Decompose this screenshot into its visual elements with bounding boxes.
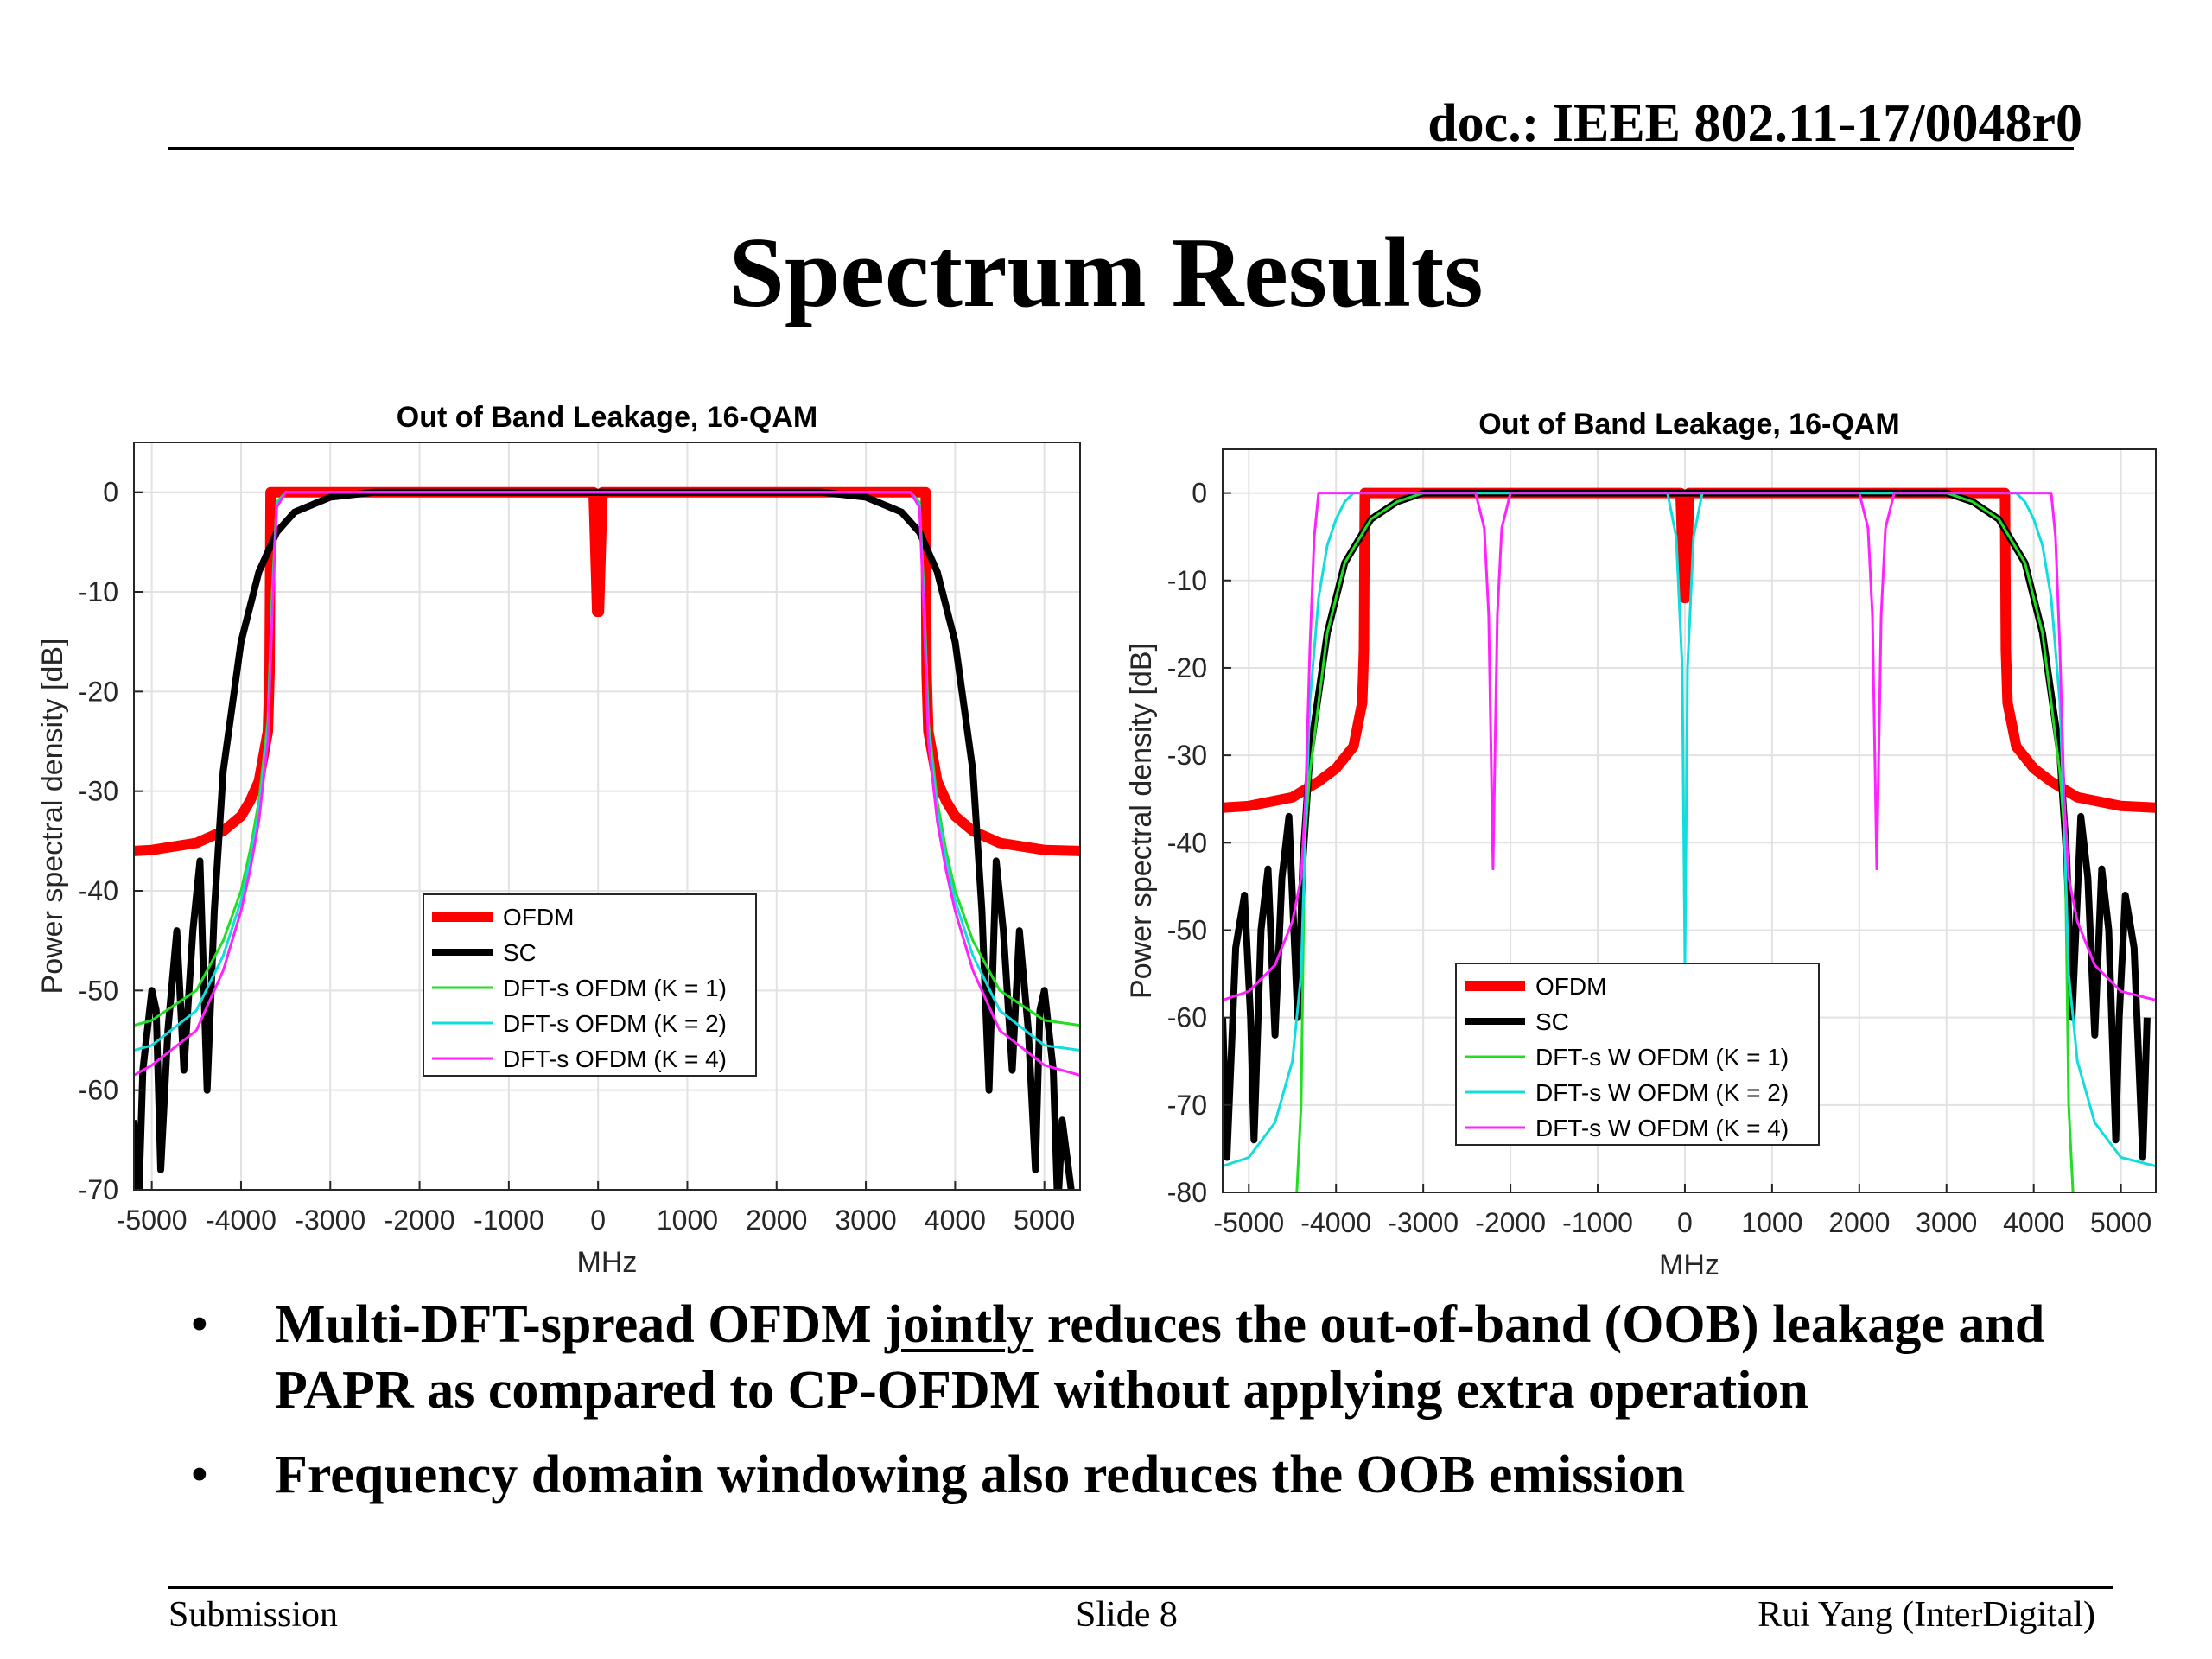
chart-left: -5000 -4000 -3000 -2000 -1000 0 1000 2000 3000 40…: [36, 401, 1081, 1279]
x-tick-label: 3000: [835, 1205, 896, 1236]
bullet-text-1b: reduces the out-of-band (OOB) leakage an…: [275, 1295, 2045, 1420]
x-tick-label: 0: [1677, 1207, 1693, 1238]
legend-label: DFT-s W OFDM (K = 1): [1535, 1044, 1789, 1071]
axes-box: [133, 442, 1081, 1191]
bullet-list: • Multi-DFT-spread OFDM jointly reduces …: [181, 1292, 2082, 1527]
x-tick-label: -3000: [1388, 1207, 1459, 1238]
legend-label: OFDM: [1535, 973, 1606, 1000]
bullet-dot: •: [190, 1446, 209, 1504]
y-tick-label: -20: [1167, 652, 1207, 683]
y-axis-label: Power spectral density [dB]: [36, 639, 69, 995]
y-tick-label: -80: [1167, 1177, 1207, 1208]
header-rule: [168, 147, 2074, 150]
x-tick-label: -1000: [1562, 1207, 1633, 1238]
y-tick-label: -50: [1167, 914, 1207, 945]
doc-id: doc.: IEEE 802.11-17/0048r0: [1427, 94, 2082, 153]
x-axis-label: MHz: [1659, 1249, 1719, 1281]
x-tick-label: -1000: [474, 1205, 544, 1236]
footer-rule: [168, 1586, 2113, 1589]
series-line-ofdm: [134, 486, 1080, 856]
bullet-item: • Frequency domain windowing also reduce…: [181, 1442, 2082, 1508]
legend-box: [1455, 963, 1820, 1146]
bullet-text-1a: Multi-DFT-spread OFDM: [275, 1295, 886, 1354]
x-tick-label: 5000: [2090, 1207, 2152, 1238]
footer-author: Rui Yang (InterDigital): [1758, 1595, 2095, 1635]
y-tick-label: -10: [79, 576, 118, 607]
x-tick-label: -3000: [295, 1205, 365, 1236]
legend-label: SC: [503, 939, 537, 966]
bullet-item: • Multi-DFT-spread OFDM jointly reduces …: [181, 1292, 2082, 1423]
footer-slide-number: Slide 8: [1076, 1595, 1178, 1635]
y-tick-label: 0: [1192, 478, 1207, 509]
x-tick-label: 1000: [1741, 1207, 1802, 1238]
legend-label: DFT-s W OFDM (K = 2): [1535, 1079, 1789, 1106]
y-tick-label: -70: [1167, 1090, 1207, 1121]
chart-title: Out of Band Leakage, 16-QAM: [397, 401, 817, 434]
y-axis-label: Power spectral density [dB]: [1125, 643, 1158, 999]
y-tick-label: -60: [1167, 1002, 1207, 1033]
footer-submission: Submission: [168, 1595, 339, 1635]
y-tick-label: -50: [79, 975, 118, 1006]
x-tick-label: 4000: [2003, 1207, 2064, 1238]
x-tick-label: 2000: [1828, 1207, 1890, 1238]
legend-label: DFT-s OFDM (K = 2): [503, 1010, 727, 1037]
chart-title: Out of Band Leakage, 16-QAM: [1478, 408, 1899, 441]
series-line-dft-s-ofdm-k-4: [134, 491, 1080, 1077]
legend-label: SC: [1535, 1008, 1569, 1035]
x-tick-label: -5000: [117, 1205, 188, 1236]
y-tick-label: -10: [1167, 565, 1207, 596]
legend-label: DFT-s W OFDM (K = 4): [1535, 1115, 1789, 1141]
legend-label: DFT-s OFDM (K = 1): [503, 975, 727, 1001]
x-tick-label: 5000: [1014, 1205, 1075, 1236]
bullet-text-2: Frequency domain windowing also reduces …: [275, 1446, 1686, 1504]
x-tick-label: 2000: [746, 1205, 807, 1236]
bullet-dot: •: [190, 1295, 209, 1354]
legend-box: [423, 893, 757, 1077]
y-tick-label: -40: [1167, 827, 1207, 858]
series-line-dft-s-w-ofdm-k-4: [1223, 492, 2156, 1001]
x-tick-label: -5000: [1213, 1207, 1284, 1238]
x-tick-label: 4000: [925, 1205, 986, 1236]
series-line-ofdm: [1223, 487, 2156, 813]
axes-box: [1222, 448, 2157, 1193]
series-group: [134, 486, 1080, 1190]
y-tick-label: -20: [79, 676, 118, 707]
y-tick-label: -40: [79, 875, 118, 906]
y-tick-label: -30: [1167, 740, 1207, 771]
x-tick-label: -4000: [1300, 1207, 1371, 1238]
x-axis-label: MHz: [577, 1246, 638, 1279]
x-tick-label: -2000: [385, 1205, 455, 1236]
x-tick-label: 0: [590, 1205, 606, 1236]
x-tick-label: 3000: [1916, 1207, 1977, 1238]
slide-title: Spectrum Results: [728, 218, 1484, 328]
x-tick-label: 1000: [657, 1205, 718, 1236]
y-tick-label: -30: [79, 776, 118, 807]
y-tick-label: 0: [103, 477, 118, 508]
x-tick-label: -2000: [1475, 1207, 1546, 1238]
x-tick-label: -4000: [206, 1205, 276, 1236]
chart-right: -5000 -4000 -3000 -2000 -1000 0 1000 2000 3000 40…: [1125, 408, 2157, 1281]
bullet-text-1-emphasis: jointly: [885, 1295, 1034, 1354]
y-tick-label: -70: [79, 1174, 118, 1205]
legend-label: OFDM: [503, 904, 574, 931]
y-tick-label: -60: [79, 1075, 118, 1106]
legend-label: DFT-s OFDM (K = 4): [503, 1046, 727, 1072]
